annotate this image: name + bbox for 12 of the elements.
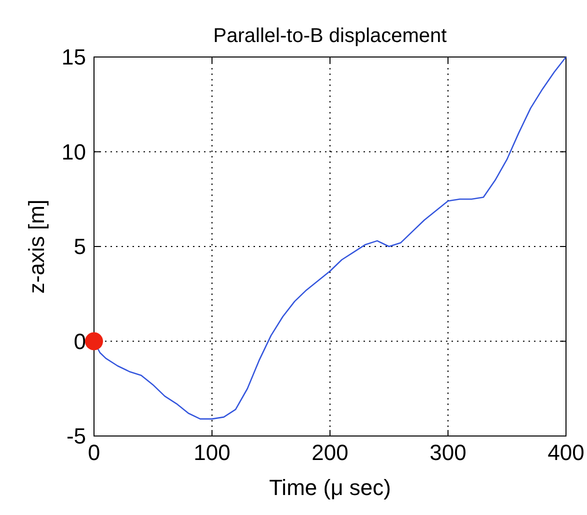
x-tick-label: 400: [548, 440, 584, 465]
x-tick-label: 200: [312, 440, 348, 465]
y-tick-label: 15: [62, 44, 86, 70]
y-axis-title: z-axis [m]: [24, 199, 49, 294]
x-tick-label: 100: [194, 440, 230, 465]
y-tick-label: -5: [66, 424, 86, 449]
y-tick-label: 0: [74, 328, 86, 354]
chart-title: Parallel-to-B displacement: [213, 25, 448, 47]
x-axis-title: Time (μ sec): [269, 475, 391, 500]
y-tick-label: 5: [74, 234, 86, 260]
y-tick-label: 10: [62, 139, 86, 164]
x-tick-label: 300: [430, 440, 466, 465]
